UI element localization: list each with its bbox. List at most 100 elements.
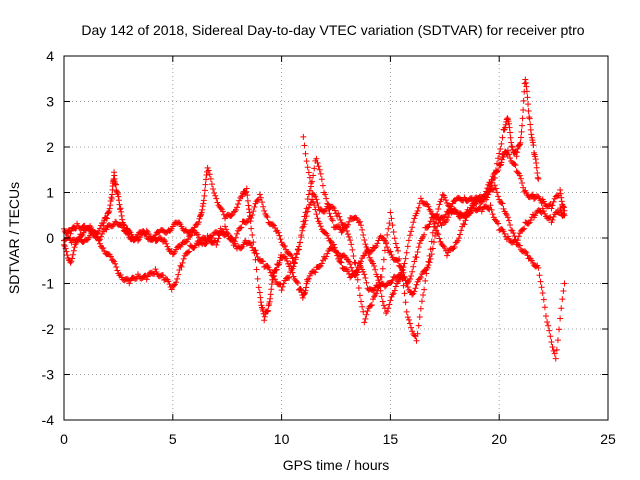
data-point: [426, 252, 433, 259]
data-point: [360, 231, 367, 238]
data-point: [245, 206, 252, 213]
data-point: [505, 118, 512, 125]
data-point: [558, 305, 565, 312]
data-point: [517, 175, 524, 182]
data-point: [206, 171, 213, 178]
data-point: [522, 79, 529, 86]
data-point: [173, 279, 180, 286]
data-point: [198, 209, 205, 216]
data-point: [516, 172, 523, 179]
data-point: [213, 241, 220, 248]
data-point: [323, 253, 330, 260]
data-point: [379, 298, 386, 305]
data-point: [489, 211, 496, 218]
data-point: [523, 88, 530, 95]
data-point: [201, 187, 208, 194]
data-point: [408, 324, 415, 331]
data-point: [313, 196, 320, 203]
data-point: [528, 192, 535, 199]
data-point: [356, 218, 363, 225]
data-point: [375, 284, 382, 291]
data-point: [396, 255, 403, 262]
data-point: [380, 302, 387, 309]
y-tick-label: -4: [42, 412, 55, 428]
data-point: [373, 290, 380, 297]
data-point: [406, 232, 413, 239]
data-point: [71, 244, 78, 251]
data-point: [113, 188, 120, 195]
data-point: [300, 218, 307, 225]
y-tick-label: -2: [42, 321, 55, 337]
data-point: [361, 319, 368, 326]
data-point: [300, 133, 307, 140]
data-point: [316, 220, 323, 227]
data-point: [454, 237, 461, 244]
data-point: [329, 217, 336, 224]
data-point: [78, 233, 85, 240]
data-point: [427, 208, 434, 215]
data-point: [311, 202, 318, 209]
data-point: [520, 97, 527, 104]
data-point: [485, 188, 492, 195]
data-point: [337, 217, 344, 224]
data-point: [507, 129, 514, 136]
data-point: [557, 187, 564, 194]
data-point: [337, 258, 344, 265]
data-point: [379, 265, 386, 272]
data-point: [324, 250, 331, 257]
data-point: [180, 255, 187, 262]
data-point: [314, 159, 321, 166]
data-point: [251, 204, 258, 211]
data-point: [88, 224, 95, 231]
data-point: [470, 202, 477, 209]
data-point: [526, 114, 533, 121]
data-point: [369, 260, 376, 267]
data-point: [525, 101, 532, 108]
data-point: [539, 290, 546, 297]
data-point: [400, 282, 407, 289]
data-point: [109, 257, 116, 264]
data-point: [532, 153, 539, 160]
data-point: [386, 301, 393, 308]
data-point: [228, 212, 235, 219]
data-point: [545, 322, 552, 329]
data-point: [207, 175, 214, 182]
data-point: [403, 308, 410, 315]
data-point: [436, 216, 443, 223]
data-point: [392, 283, 399, 290]
data-point: [68, 258, 75, 265]
data-point: [411, 215, 418, 222]
data-point: [312, 269, 319, 276]
data-point: [361, 252, 368, 259]
data-point: [186, 248, 193, 255]
data-point: [380, 256, 387, 263]
data-point: [453, 239, 460, 246]
data-point: [433, 216, 440, 223]
data-point: [496, 150, 503, 157]
data-point: [416, 314, 423, 321]
data-point: [535, 264, 542, 271]
data-point: [269, 269, 276, 276]
data-point: [301, 213, 308, 220]
data-point: [560, 210, 567, 217]
data-point: [520, 106, 527, 113]
data-point: [230, 237, 237, 244]
data-point: [347, 261, 354, 268]
data-point: [112, 260, 119, 267]
data-point: [404, 314, 411, 321]
data-point: [322, 191, 329, 198]
data-point: [453, 209, 460, 216]
data-point: [305, 275, 312, 282]
x-tick-label: 25: [600, 431, 616, 447]
y-tick-label: -1: [42, 276, 55, 292]
data-point: [546, 214, 553, 221]
data-point: [523, 83, 530, 90]
data-point: [487, 182, 494, 189]
data-point: [469, 205, 475, 212]
data-point: [561, 212, 568, 219]
data-point: [161, 236, 168, 243]
data-point: [558, 198, 565, 205]
data-point: [557, 315, 564, 322]
data-point: [301, 221, 308, 228]
data-point: [307, 180, 314, 187]
